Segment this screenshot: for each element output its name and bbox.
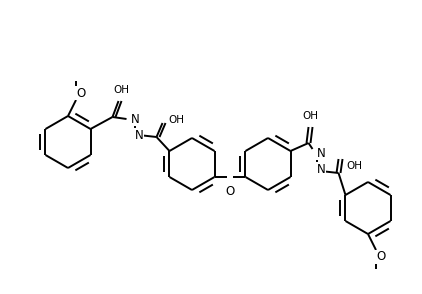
Text: O: O <box>76 86 85 99</box>
Text: N: N <box>135 128 143 141</box>
Text: OH: OH <box>346 161 362 171</box>
Text: OH: OH <box>168 115 184 125</box>
Text: N: N <box>316 163 325 176</box>
Text: O: O <box>376 250 385 263</box>
Text: N: N <box>130 113 139 126</box>
Text: OH: OH <box>303 111 319 121</box>
Text: N: N <box>316 146 325 160</box>
Text: O: O <box>225 185 235 198</box>
Text: OH: OH <box>114 85 130 95</box>
